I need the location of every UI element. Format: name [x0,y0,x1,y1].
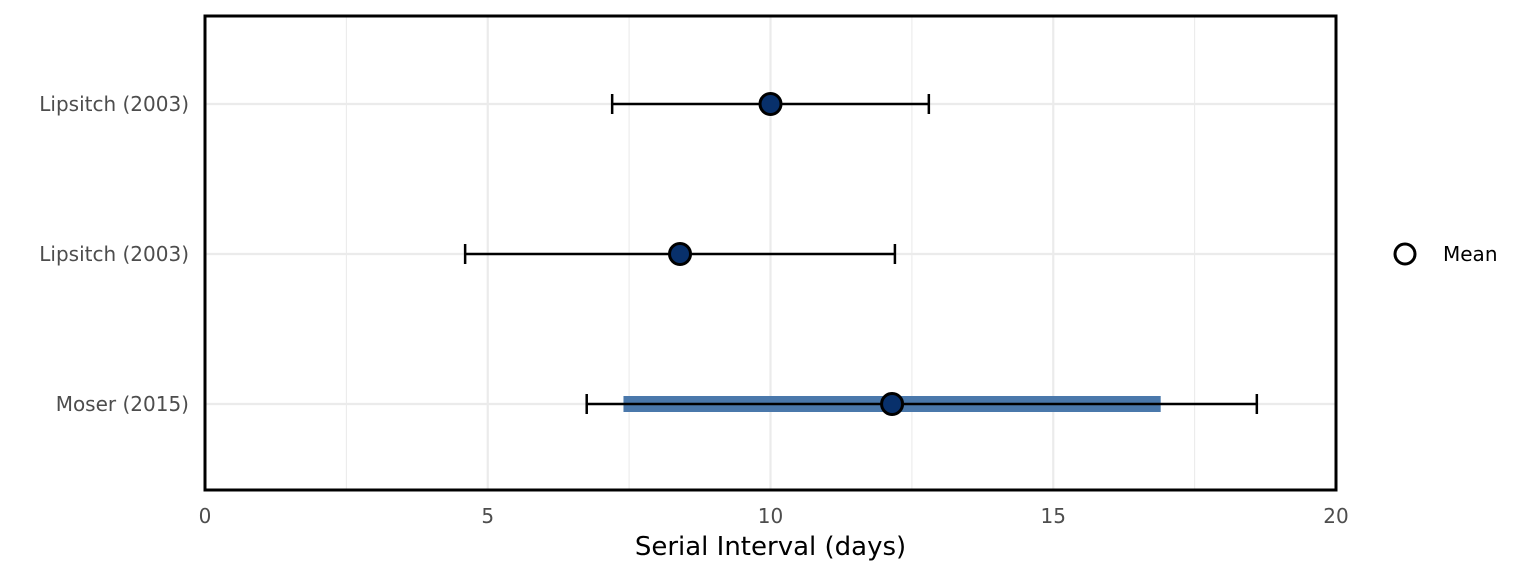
mean-point [758,92,783,116]
x-tick-label: 10 [758,504,783,528]
mean-point [880,392,905,416]
x-tick-label: 20 [1323,504,1348,528]
y-tick-label: Lipsitch (2003) [39,92,189,116]
legend-mean-label: Mean [1443,242,1498,266]
y-tick-label: Lipsitch (2003) [39,242,189,266]
data-marks [463,92,1259,416]
x-tick-label: 5 [481,504,494,528]
y-tick-label: Moser (2015) [56,392,189,416]
x-tick-label: 15 [1041,504,1066,528]
mean-point [668,242,693,266]
x-tick-label: 0 [199,504,212,528]
panel-border [203,14,1338,492]
x-axis-title: Serial Interval (days) [635,532,906,562]
axis-labels: 0 5 10 15 20 Lipsitch (2003) Lipsitch (2003) Mo… [39,92,1348,528]
legend: Mean [1393,242,1498,266]
legend-mean-marker [1393,242,1417,266]
